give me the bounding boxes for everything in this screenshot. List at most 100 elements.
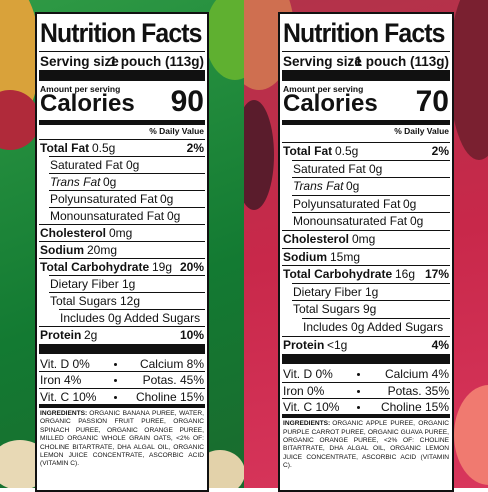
rule bbox=[282, 230, 450, 231]
daily-value: 10% bbox=[179, 328, 204, 342]
nutrient-name: Saturated Fat bbox=[293, 161, 366, 176]
dv-header: % Daily Value bbox=[149, 126, 204, 136]
rule bbox=[49, 275, 205, 276]
rule bbox=[49, 190, 205, 191]
mineral: Calcium 8% bbox=[139, 357, 204, 371]
nutrient-row: Saturated Fat 0g bbox=[50, 158, 204, 172]
bar bbox=[282, 70, 450, 81]
rule bbox=[39, 326, 205, 327]
rule bbox=[49, 156, 205, 157]
nutrient-name: Total Fat bbox=[283, 144, 333, 158]
nutrient-amount: 0mg bbox=[109, 226, 133, 240]
ingredients-text: ORGANIC APPLE PUREE, ORGANIC PURPLE CARR… bbox=[283, 420, 449, 470]
vitamin: Vit. D 0% bbox=[283, 367, 333, 382]
rule bbox=[292, 194, 450, 196]
rule bbox=[282, 335, 450, 337]
daily-value: 2% bbox=[186, 141, 204, 155]
rule bbox=[282, 51, 450, 52]
bar bbox=[39, 120, 205, 125]
vitamin: Iron 4% bbox=[40, 373, 82, 388]
rule bbox=[292, 282, 450, 284]
rule bbox=[39, 258, 205, 259]
nutrient-amount: 0.5g bbox=[335, 144, 359, 158]
nutrient-name: Saturated Fat bbox=[50, 158, 123, 172]
nutrient-amount: 1g bbox=[122, 277, 136, 291]
nutrient-name: Sodium bbox=[283, 249, 327, 264]
daily-value: 2% bbox=[431, 144, 449, 158]
bar bbox=[39, 70, 205, 81]
ingredients: INGREDIENTS: ORGANIC BANANA PUREE, WATER,… bbox=[40, 410, 204, 469]
nutrient-name: Sodium bbox=[40, 243, 84, 257]
rule bbox=[39, 224, 205, 225]
nutrition-label: Nutrition Facts Serving size 1 pouch (113g… bbox=[278, 12, 454, 492]
rule bbox=[292, 300, 450, 302]
dv-header: % Daily Value bbox=[394, 126, 449, 136]
rule bbox=[292, 177, 450, 179]
nutrient-amount: 20mg bbox=[87, 243, 118, 257]
nutrient-row: Total Sugars 12g bbox=[50, 294, 204, 308]
vitamin: Iron 0% bbox=[283, 383, 325, 398]
nutrient-row: Includes 0g Added Sugars bbox=[60, 311, 204, 325]
calories: 70 bbox=[415, 85, 449, 118]
rule bbox=[59, 309, 205, 310]
nutrient-name: Cholesterol bbox=[283, 232, 350, 246]
spinach-image bbox=[205, 0, 244, 80]
nutrient-name: Total Sugars bbox=[50, 294, 117, 308]
rule bbox=[49, 173, 205, 174]
nutrient-amount: 0.5g bbox=[92, 141, 116, 155]
rule bbox=[39, 241, 205, 242]
serving-label: Serving size bbox=[40, 54, 119, 69]
nutrient-amount: 9g bbox=[363, 302, 377, 317]
nutrient-row: Dietary Fiber 1g bbox=[293, 285, 449, 299]
nutrient-row: Total Carbohydrate 19g 20% bbox=[40, 260, 204, 274]
rule bbox=[49, 207, 205, 208]
nutrient-name: Dietary Fiber bbox=[50, 277, 119, 291]
bullet bbox=[114, 363, 117, 366]
rule bbox=[282, 381, 450, 383]
nutrient-name: Polyunsaturated Fat bbox=[50, 192, 158, 206]
rule bbox=[39, 371, 205, 373]
nutrient-row: Sodium 20mg bbox=[40, 243, 204, 257]
bar bbox=[39, 344, 205, 354]
nutrient-amount: 0g bbox=[126, 158, 140, 172]
rule bbox=[282, 397, 450, 399]
daily-value: 4% bbox=[431, 337, 449, 352]
mineral: Choline 15% bbox=[135, 389, 204, 404]
carrot-image bbox=[449, 0, 488, 160]
nutrient-name: Total Fat bbox=[40, 141, 90, 155]
ingredients: INGREDIENTS: ORGANIC APPLE PUREE, ORGANIC… bbox=[283, 420, 449, 470]
nutrient-name: Total Carbohydrate bbox=[283, 267, 393, 282]
mineral: Potas. 35% bbox=[387, 383, 449, 398]
nutrient-amount: 0g bbox=[410, 214, 424, 229]
nutrient-amount: 0g bbox=[369, 161, 383, 176]
rule bbox=[49, 292, 205, 293]
bar bbox=[282, 414, 450, 419]
nutrient-amount: 0g bbox=[103, 175, 117, 189]
rule bbox=[302, 318, 450, 319]
title: Nutrition Facts bbox=[40, 18, 202, 48]
nutrient-name: Total Carbohydrate bbox=[40, 260, 150, 274]
bullet bbox=[114, 395, 117, 399]
nutrient-name: Protein bbox=[40, 328, 82, 342]
calories-label: Calories bbox=[40, 90, 135, 117]
nutrition-label: Nutrition Facts Serving size 1 pouch (113g… bbox=[35, 12, 209, 492]
rule bbox=[39, 51, 205, 52]
nutrient-amount: 0g bbox=[167, 209, 181, 223]
guava-image bbox=[454, 385, 488, 485]
nutrient-amount: 19g bbox=[152, 260, 173, 274]
nutrient-name: Cholesterol bbox=[40, 226, 107, 240]
nutrient-row: Dietary Fiber 1g bbox=[50, 277, 204, 291]
bullet bbox=[357, 373, 360, 377]
nutrient-amount: 0g bbox=[346, 179, 360, 194]
nutrient-amount: 0g bbox=[403, 196, 417, 211]
nutrient-amount: <1g bbox=[327, 337, 348, 352]
nutrient-row: Total Fat 0.5g 2% bbox=[283, 144, 449, 158]
nutrient-name: Trans Fat bbox=[293, 179, 344, 194]
rule bbox=[292, 159, 450, 161]
nutrient-row: Monounsaturated Fat 0g bbox=[293, 214, 449, 228]
rule bbox=[282, 265, 450, 267]
nutrient-name: Monounsaturated Fat bbox=[50, 209, 165, 223]
amount-per-serving: Amount per serving bbox=[283, 84, 364, 94]
rule bbox=[282, 247, 450, 249]
